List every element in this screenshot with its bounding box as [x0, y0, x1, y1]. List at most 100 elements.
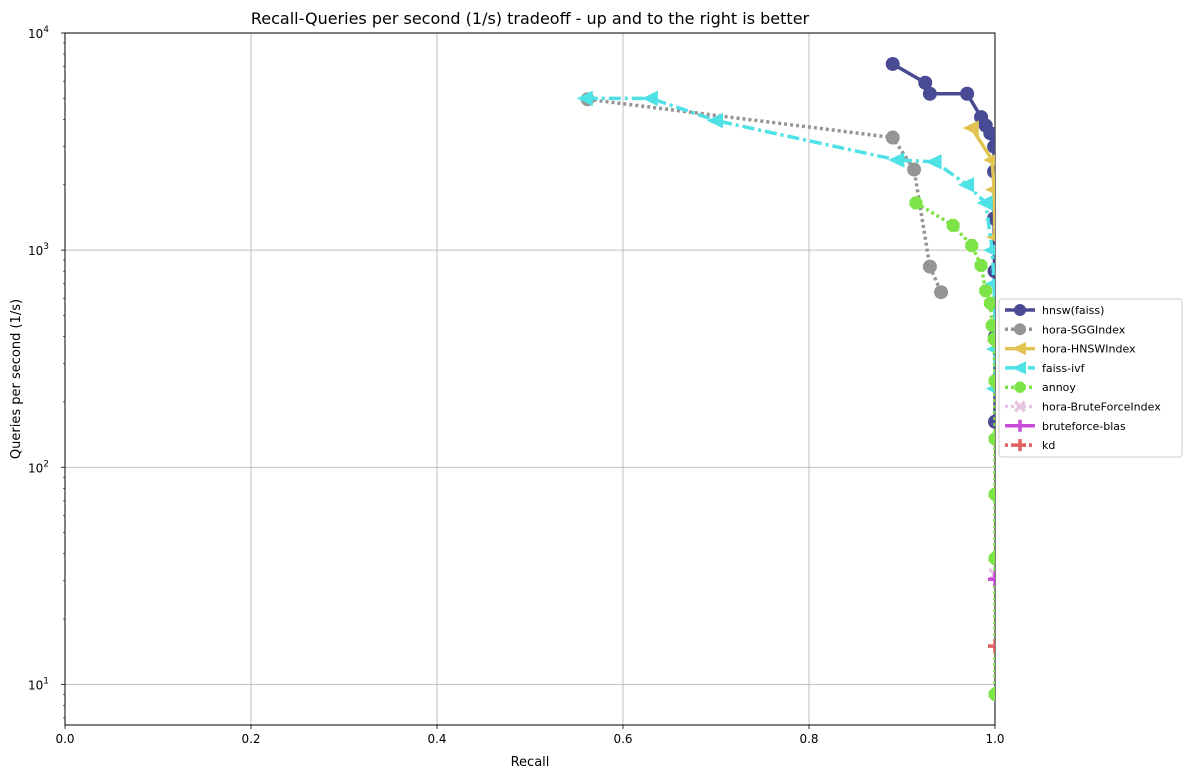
legend-marker	[1014, 439, 1026, 452]
data-point	[922, 259, 937, 274]
legend-marker	[1014, 323, 1026, 336]
legend-item: bruteforce-blas	[1005, 420, 1126, 433]
legend-label: hora-HNSWIndex	[1042, 343, 1136, 356]
data-point	[965, 239, 979, 252]
data-point	[985, 318, 995, 332]
legend-label: kd	[1042, 439, 1055, 452]
legend-item: hora-HNSWIndex	[1005, 342, 1136, 356]
data-point	[983, 154, 995, 166]
series-hora-hnswindex	[962, 120, 995, 242]
data-point	[918, 75, 933, 90]
legend-marker	[1013, 400, 1027, 413]
data-point	[960, 86, 975, 101]
legend-marker	[1012, 361, 1026, 375]
y-axis-label: Queries per second (1/s)	[9, 299, 24, 459]
y-tick-label-base: 10	[28, 27, 43, 41]
legend-item: hnsw(faiss)	[1005, 304, 1104, 317]
data-point	[987, 139, 995, 154]
legend-marker	[1014, 419, 1026, 432]
legend-label: hora-BruteForceIndex	[1042, 401, 1161, 414]
data-point	[987, 332, 995, 346]
y-tick-label-base: 10	[28, 461, 43, 475]
data-point	[946, 218, 960, 232]
legend-item: hora-BruteForceIndex	[1005, 400, 1161, 414]
x-tick-label: 0.0	[55, 732, 74, 746]
y-tick-label-exponent: 3	[43, 242, 49, 252]
legend-box	[998, 298, 1183, 458]
series-hora-sggindex	[580, 92, 949, 300]
series-line	[585, 96, 995, 389]
legend-marker	[1012, 342, 1026, 356]
data-point	[922, 86, 937, 101]
x-tick-label: 0.8	[799, 732, 818, 746]
data-point	[888, 152, 905, 168]
data-point	[988, 552, 995, 565]
data-point	[984, 278, 995, 289]
legend-marker	[1014, 304, 1026, 316]
data-point	[988, 687, 995, 701]
data-point	[983, 244, 995, 256]
y-tick-label-exponent: 1	[43, 676, 49, 686]
y-tick-label: 102	[28, 459, 49, 475]
data-point	[934, 285, 949, 300]
y-tick-label-base: 10	[28, 244, 43, 258]
series-line	[970, 127, 995, 237]
data-point	[907, 162, 922, 177]
data-point	[976, 195, 993, 211]
series-faiss-ivf	[576, 90, 995, 394]
data-point	[885, 56, 900, 71]
data-point	[706, 112, 723, 129]
legend-label: bruteforce-blas	[1042, 420, 1126, 433]
data-series	[576, 56, 995, 701]
x-tick-label: 0.2	[241, 732, 260, 746]
series-kd	[988, 639, 995, 654]
data-point	[988, 572, 995, 587]
data-point	[985, 232, 995, 242]
y-tick-label-exponent: 2	[43, 459, 49, 469]
legend-label: hnsw(faiss)	[1042, 304, 1104, 317]
data-point	[988, 639, 995, 654]
y-tick-label: 104	[28, 25, 49, 41]
x-tick-label: 1.0	[985, 732, 1004, 746]
legend-label: faiss-ivf	[1042, 362, 1086, 375]
data-point	[988, 487, 995, 501]
data-point	[979, 284, 993, 298]
data-point	[641, 90, 658, 107]
x-tick-label: 0.4	[427, 732, 446, 746]
data-point	[988, 374, 995, 388]
data-point	[984, 184, 995, 195]
legend-marker	[1014, 381, 1026, 393]
data-point	[958, 177, 975, 193]
series-hnsw-faiss-	[885, 56, 995, 429]
y-tick-label-base: 10	[28, 678, 43, 692]
data-point	[576, 90, 593, 107]
data-point	[974, 258, 988, 272]
legend-label: annoy	[1042, 381, 1076, 394]
legend: hnsw(faiss) hora-SGGIndex hora-HNSWIndex fa…	[998, 298, 1183, 458]
series-line	[915, 201, 995, 695]
data-point	[983, 296, 995, 310]
data-point	[885, 130, 900, 145]
data-point	[988, 432, 995, 446]
y-tick-label: 101	[28, 676, 49, 692]
legend-label: hora-SGGIndex	[1042, 323, 1126, 336]
data-point	[962, 120, 979, 136]
grid-lines	[64, 32, 996, 725]
series-annoy	[909, 196, 995, 701]
legend-item: faiss-ivf	[1005, 361, 1086, 375]
y-tick-label-exponent: 4	[43, 25, 49, 35]
series-line	[587, 97, 943, 293]
x-axis-label: Recall	[511, 755, 550, 770]
legend-item: kd	[1005, 439, 1055, 452]
data-point	[909, 196, 923, 210]
x-tick-label: 0.6	[613, 732, 632, 746]
legend-item: hora-SGGIndex	[1005, 323, 1126, 336]
data-point	[983, 126, 995, 141]
series-bruteforce-blas	[988, 572, 995, 587]
y-tick-label: 103	[28, 242, 49, 258]
data-point	[925, 154, 942, 170]
plot-frame	[64, 32, 996, 726]
legend-item: annoy	[1005, 381, 1076, 394]
chart-title: Recall-Queries per second (1/s) tradeoff…	[251, 9, 810, 28]
